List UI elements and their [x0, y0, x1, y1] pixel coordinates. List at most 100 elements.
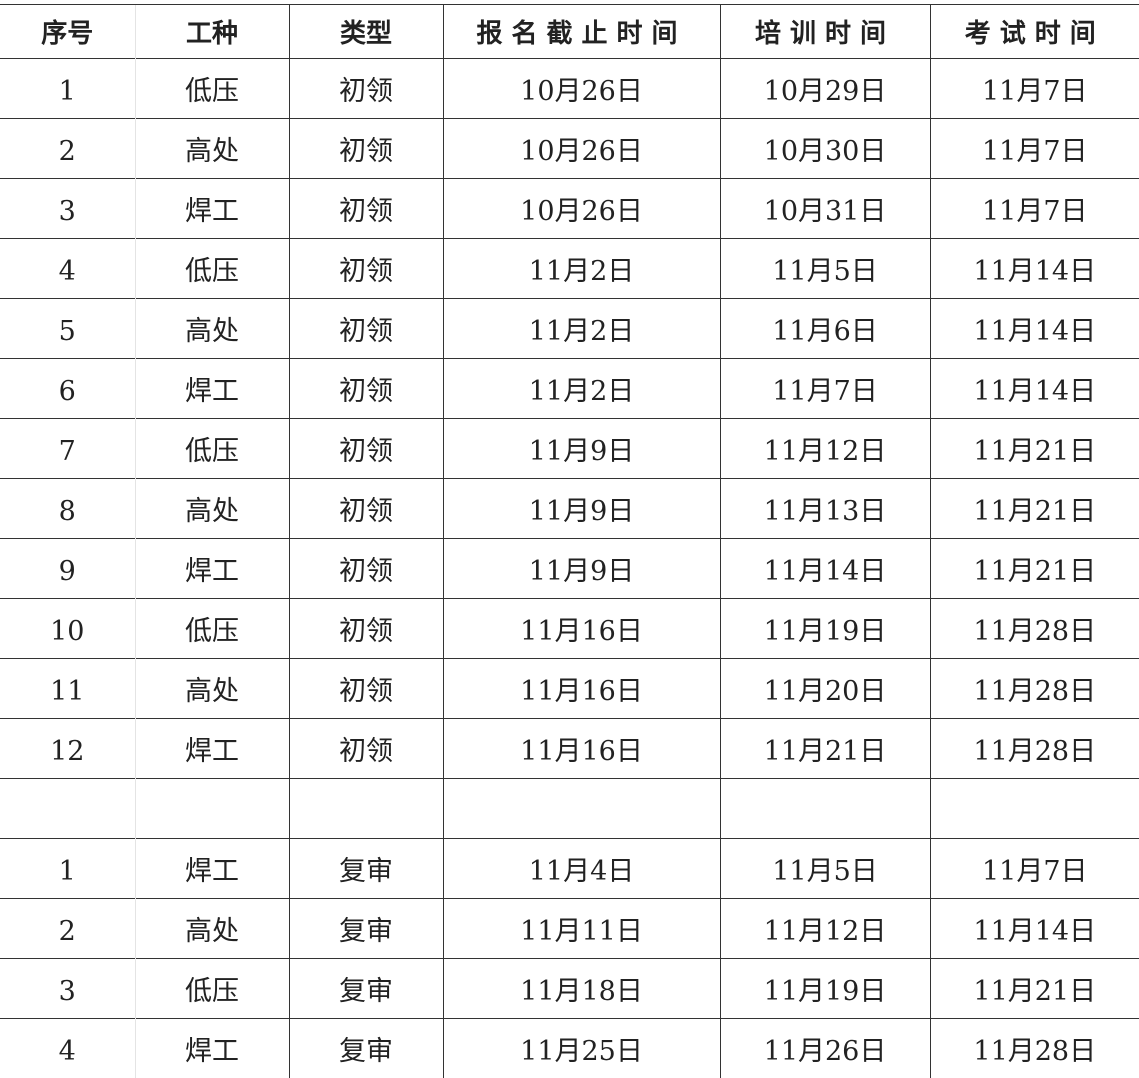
cell-training-time: 11月14日 — [720, 539, 930, 599]
cell-type: 初领 — [289, 719, 443, 779]
cell-exam-time: 11月14日 — [930, 239, 1139, 299]
separator-row — [0, 779, 1139, 839]
cell-registration-deadline: 11月2日 — [443, 299, 720, 359]
cell-type: 初领 — [289, 659, 443, 719]
cell-registration-deadline: 11月11日 — [443, 899, 720, 959]
cell-training-time: 11月13日 — [720, 479, 930, 539]
cell-trade: 高处 — [135, 299, 289, 359]
cell-index: 1 — [0, 839, 135, 899]
cell-training-time: 11月12日 — [720, 419, 930, 479]
cell-type: 复审 — [289, 899, 443, 959]
cell-registration-deadline: 11月16日 — [443, 659, 720, 719]
empty-cell — [289, 779, 443, 839]
cell-trade: 高处 — [135, 479, 289, 539]
cell-exam-time: 11月28日 — [930, 599, 1139, 659]
header-index: 序号 — [0, 5, 135, 59]
cell-exam-time: 11月21日 — [930, 539, 1139, 599]
cell-type: 复审 — [289, 1019, 443, 1078]
cell-index: 11 — [0, 659, 135, 719]
cell-registration-deadline: 11月4日 — [443, 839, 720, 899]
cell-training-time: 11月7日 — [720, 359, 930, 419]
cell-exam-time: 11月14日 — [930, 299, 1139, 359]
cell-trade: 低压 — [135, 599, 289, 659]
empty-cell — [0, 779, 135, 839]
cell-exam-time: 11月28日 — [930, 659, 1139, 719]
cell-registration-deadline: 11月25日 — [443, 1019, 720, 1078]
cell-training-time: 11月20日 — [720, 659, 930, 719]
cell-registration-deadline: 10月26日 — [443, 179, 720, 239]
cell-registration-deadline: 11月9日 — [443, 479, 720, 539]
cell-trade: 高处 — [135, 659, 289, 719]
cell-registration-deadline: 11月2日 — [443, 239, 720, 299]
cell-trade: 高处 — [135, 119, 289, 179]
cell-type: 初领 — [289, 299, 443, 359]
empty-cell — [443, 779, 720, 839]
cell-registration-deadline: 10月26日 — [443, 59, 720, 119]
cell-exam-time: 11月21日 — [930, 479, 1139, 539]
cell-registration-deadline: 11月16日 — [443, 719, 720, 779]
cell-training-time: 11月26日 — [720, 1019, 930, 1078]
cell-exam-time: 11月28日 — [930, 1019, 1139, 1078]
cell-exam-time: 11月21日 — [930, 419, 1139, 479]
cell-training-time: 11月6日 — [720, 299, 930, 359]
cell-trade: 焊工 — [135, 839, 289, 899]
cell-type: 初领 — [289, 179, 443, 239]
cell-training-time: 11月5日 — [720, 239, 930, 299]
cell-type: 初领 — [289, 359, 443, 419]
cell-index: 12 — [0, 719, 135, 779]
cell-trade: 高处 — [135, 899, 289, 959]
cell-index: 7 — [0, 419, 135, 479]
cell-trade: 焊工 — [135, 179, 289, 239]
header-registration-deadline: 报名截止时间 — [443, 5, 720, 59]
cell-type: 初领 — [289, 539, 443, 599]
cell-training-time: 10月31日 — [720, 179, 930, 239]
cell-index: 6 — [0, 359, 135, 419]
cell-training-time: 11月12日 — [720, 899, 930, 959]
cell-exam-time: 11月7日 — [930, 179, 1139, 239]
cell-trade: 焊工 — [135, 719, 289, 779]
cell-training-time: 11月21日 — [720, 719, 930, 779]
cell-exam-time: 11月14日 — [930, 899, 1139, 959]
cell-type: 初领 — [289, 419, 443, 479]
cell-index: 8 — [0, 479, 135, 539]
cell-trade: 低压 — [135, 419, 289, 479]
cell-trade: 低压 — [135, 239, 289, 299]
cell-exam-time: 11月7日 — [930, 119, 1139, 179]
header-exam-time: 考试时间 — [930, 5, 1139, 59]
cell-type: 初领 — [289, 119, 443, 179]
cell-trade: 焊工 — [135, 1019, 289, 1078]
cell-registration-deadline: 11月9日 — [443, 539, 720, 599]
header-trade: 工种 — [135, 5, 289, 59]
cell-exam-time: 11月7日 — [930, 839, 1139, 899]
cell-training-time: 10月29日 — [720, 59, 930, 119]
cell-registration-deadline: 10月26日 — [443, 119, 720, 179]
cell-training-time: 10月30日 — [720, 119, 930, 179]
cell-registration-deadline: 11月16日 — [443, 599, 720, 659]
cell-trade: 焊工 — [135, 539, 289, 599]
cell-training-time: 11月5日 — [720, 839, 930, 899]
cell-type: 复审 — [289, 839, 443, 899]
header-type: 类型 — [289, 5, 443, 59]
cell-registration-deadline: 11月9日 — [443, 419, 720, 479]
cell-exam-time: 11月7日 — [930, 59, 1139, 119]
empty-cell — [135, 779, 289, 839]
cell-index: 4 — [0, 1019, 135, 1078]
cell-index: 9 — [0, 539, 135, 599]
cell-type: 初领 — [289, 239, 443, 299]
cell-index: 2 — [0, 899, 135, 959]
cell-type: 初领 — [289, 599, 443, 659]
cell-trade: 焊工 — [135, 359, 289, 419]
empty-cell — [720, 779, 930, 839]
